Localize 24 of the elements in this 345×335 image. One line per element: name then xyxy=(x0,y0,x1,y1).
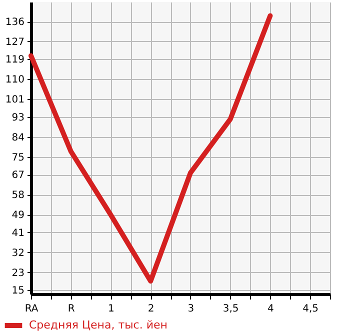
x-tick-label: 3,5 xyxy=(222,304,239,314)
y-tick-label: 110 xyxy=(5,74,24,86)
x-tick-label: 2 xyxy=(148,304,154,314)
x-tick-label: 3 xyxy=(188,304,194,314)
y-tick-label: 136 xyxy=(5,17,24,28)
y-tick-label: 84 xyxy=(12,132,24,144)
x-tick-label: 4 xyxy=(268,304,274,314)
y-tick-label: 41 xyxy=(12,228,24,239)
y-tick-label: 119 xyxy=(5,54,24,66)
y-tick-label: 23 xyxy=(12,268,24,279)
y-tick-label: 58 xyxy=(12,190,24,202)
y-tick-label: 101 xyxy=(5,94,24,106)
x-tick-label: 1 xyxy=(108,304,114,314)
x-tick-label: RA xyxy=(24,304,38,314)
y-tick-label: 15 xyxy=(12,286,24,297)
legend-label: Средняя Цена, тыс. йен xyxy=(29,318,168,332)
y-tick-label: 49 xyxy=(12,210,24,222)
y-tick-label: 127 xyxy=(5,36,24,48)
y-tick-label: 67 xyxy=(12,170,24,182)
y-tick-label: 93 xyxy=(12,112,24,124)
y-tick-label: 75 xyxy=(12,152,24,164)
x-tick-label: R xyxy=(68,304,75,314)
x-tick-label: 4,5 xyxy=(302,304,319,314)
y-tick-label: 32 xyxy=(12,248,24,259)
